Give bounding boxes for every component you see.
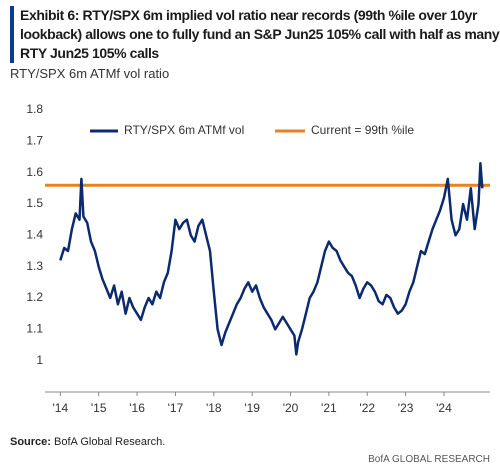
x-tick-label: '17 — [168, 401, 184, 415]
y-tick-label: 1.8 — [26, 102, 43, 116]
source: Source: BofA Global Research. — [10, 436, 165, 448]
y-tick-label: 1.6 — [26, 165, 43, 179]
x-tick-label: '24 — [436, 401, 452, 415]
x-tick-label: '20 — [283, 401, 299, 415]
x-tick-label: '14 — [53, 401, 69, 415]
source-label: Source: — [10, 436, 51, 448]
x-tick-label: '15 — [91, 401, 107, 415]
x-tick-label: '21 — [321, 401, 337, 415]
y-tick-label: 1.3 — [26, 259, 43, 273]
chart-subtitle: RTY/SPX 6m ATMf vol ratio — [10, 66, 170, 81]
y-tick-label: 1.2 — [26, 290, 43, 304]
x-tick-label: '23 — [398, 401, 414, 415]
x-tick-label: '22 — [359, 401, 375, 415]
data-line — [59, 162, 484, 356]
y-tick-label: 1.1 — [26, 322, 43, 336]
legend-label: Current = 99th %ile — [311, 123, 414, 137]
y-tick-label: 1.4 — [26, 228, 43, 242]
x-tick-label: '18 — [206, 401, 222, 415]
y-tick-label: 1.7 — [26, 134, 43, 148]
chart-title: Exhibit 6: RTY/SPX 6m implied vol ratio … — [10, 6, 500, 63]
x-tick-label: '16 — [129, 401, 145, 415]
x-tick-label: '19 — [244, 401, 260, 415]
source-text: BofA Global Research. — [54, 436, 166, 448]
y-tick-label: 1.5 — [26, 196, 43, 210]
footer: BofA GLOBAL RESEARCH — [368, 454, 490, 465]
legend-label: RTY/SPX 6m ATMf vol — [124, 123, 244, 137]
y-tick-label: 1 — [36, 353, 43, 367]
